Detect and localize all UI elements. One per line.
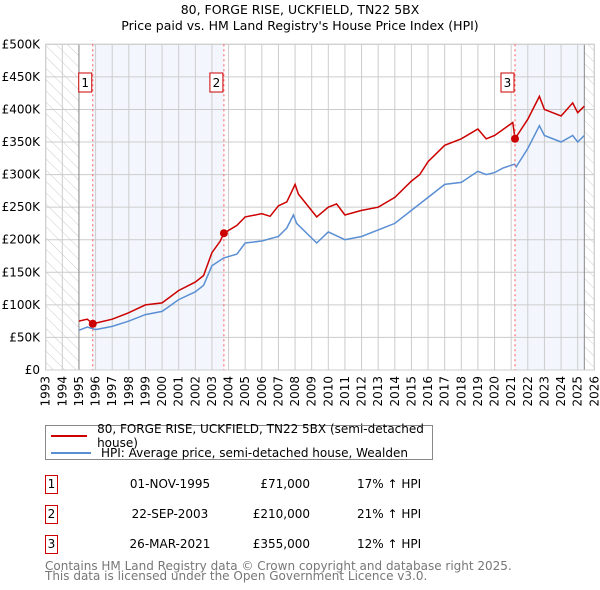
y-tick-label: £150K	[2, 265, 42, 279]
y-tick-label: £400K	[2, 102, 42, 116]
x-tick-label: 2016	[421, 376, 435, 407]
legend-label: HPI: Average price, semi-detached house,…	[101, 446, 408, 460]
sale-label-box	[209, 72, 224, 93]
legend: 80, FORGE RISE, UCKFIELD, TN22 5BX (semi…	[45, 422, 433, 461]
plot-frame	[45, 43, 595, 371]
sale-point	[88, 319, 97, 328]
x-tick-label: 1999	[138, 376, 152, 407]
sale-point	[219, 229, 228, 238]
y-tick-label: £300K	[2, 168, 42, 182]
sale-date: 26-MAR-2021	[129, 537, 211, 551]
sale-label: 3	[504, 76, 512, 90]
sale-price: £71,000	[260, 477, 310, 491]
x-tick-label: 2001	[172, 376, 186, 407]
sale-hpi-diff: 12% ↑ HPI	[357, 537, 422, 551]
x-tick-label: 2012	[355, 376, 369, 407]
footer-copyright: Contains HM Land Registry data © Crown c…	[45, 559, 512, 573]
x-tick-label: 2021	[504, 376, 518, 407]
x-tick-label: 2006	[255, 376, 269, 407]
legend-label: 80, FORGE RISE, UCKFIELD, TN22 5BX (semi…	[97, 422, 424, 450]
y-tick-label: £250K	[2, 200, 42, 214]
y-tick-label: £100K	[2, 298, 42, 312]
y-tick-label: £200K	[2, 233, 42, 247]
sale-hpi-diff: 21% ↑ HPI	[357, 507, 422, 521]
x-tick-label: 2003	[205, 376, 219, 407]
x-tick-label: 2009	[305, 376, 319, 407]
x-tick-label: 2011	[338, 376, 352, 407]
x-tick-label: 2024	[554, 376, 568, 407]
x-tick-label: 2018	[454, 376, 468, 407]
series-line	[78, 94, 585, 325]
x-tick-label: 1997	[105, 376, 119, 407]
x-tick-label: 2022	[521, 376, 535, 407]
price-chart: 80, FORGE RISE, UCKFIELD, TN22 5BX Price…	[2, 2, 600, 407]
x-tick-label: 2004	[222, 376, 236, 407]
chart-title: 80, FORGE RISE, UCKFIELD, TN22 5BX	[181, 2, 420, 17]
x-tick-label: 2005	[238, 376, 252, 407]
x-tick-label: 1998	[122, 376, 136, 407]
sale-point	[511, 134, 520, 143]
sale-marker-box: 3	[45, 535, 58, 554]
y-tick-label: £350K	[2, 135, 42, 149]
sale-row-2: 2 22-SEP-2003 £210,000 21% ↑ HPI	[45, 505, 465, 525]
x-tick-label: 2014	[388, 376, 402, 407]
sale-hpi-diff: 17% ↑ HPI	[357, 477, 422, 491]
x-tick-label: 2002	[188, 376, 202, 407]
sale-row-3: 3 26-MAR-2021 £355,000 12% ↑ HPI	[45, 535, 465, 555]
sale-label: 2	[213, 76, 221, 90]
x-tick-label: 2025	[571, 376, 585, 407]
series-line	[78, 124, 585, 331]
sale-label-box	[78, 72, 93, 93]
x-tick-label: 1996	[89, 376, 103, 407]
sale-price: £210,000	[252, 507, 310, 521]
x-tick-label: 2015	[404, 376, 418, 407]
x-tick-label: 2000	[155, 376, 169, 407]
x-tick-label: 2019	[471, 376, 485, 407]
sale-marker-box: 1	[45, 475, 58, 494]
sale-date: 01-NOV-1995	[129, 477, 211, 491]
x-tick-label: 2007	[271, 376, 285, 407]
x-tick-label: 1993	[39, 376, 53, 407]
chart-subtitle: Price paid vs. HM Land Registry's House …	[121, 18, 478, 33]
sale-marker-box: 2	[45, 505, 58, 524]
x-tick-label: 2013	[371, 376, 385, 407]
x-tick-label: 2017	[438, 376, 452, 407]
legend-item-hpi: HPI: Average price, semi-detached house,…	[51, 445, 408, 461]
y-tick-label: £50K	[9, 330, 41, 344]
x-tick-label: 2023	[537, 376, 551, 407]
y-tick-label: £0	[25, 363, 40, 377]
x-tick-label: 2010	[321, 376, 335, 407]
sale-label-box	[500, 72, 515, 93]
legend-blue-line	[51, 452, 91, 454]
x-tick-label: 1994	[55, 376, 69, 407]
y-tick-label: £450K	[2, 70, 42, 84]
footer-licence: This data is licensed under the Open Gov…	[45, 569, 428, 583]
sale-label: 1	[81, 76, 89, 90]
legend-red-line	[51, 435, 88, 437]
x-tick-label: 2026	[587, 376, 600, 407]
sale-date: 22-SEP-2003	[131, 507, 209, 521]
sale-price: £355,000	[252, 537, 310, 551]
legend-item-property: 80, FORGE RISE, UCKFIELD, TN22 5BX (semi…	[51, 422, 432, 450]
x-tick-label: 1995	[72, 376, 86, 407]
sale-row-1: 1 01-NOV-1995 £71,000 17% ↑ HPI	[45, 475, 465, 495]
x-tick-label: 2020	[488, 376, 502, 407]
x-tick-label: 2008	[288, 376, 302, 407]
y-tick-label: £500K	[2, 37, 42, 51]
